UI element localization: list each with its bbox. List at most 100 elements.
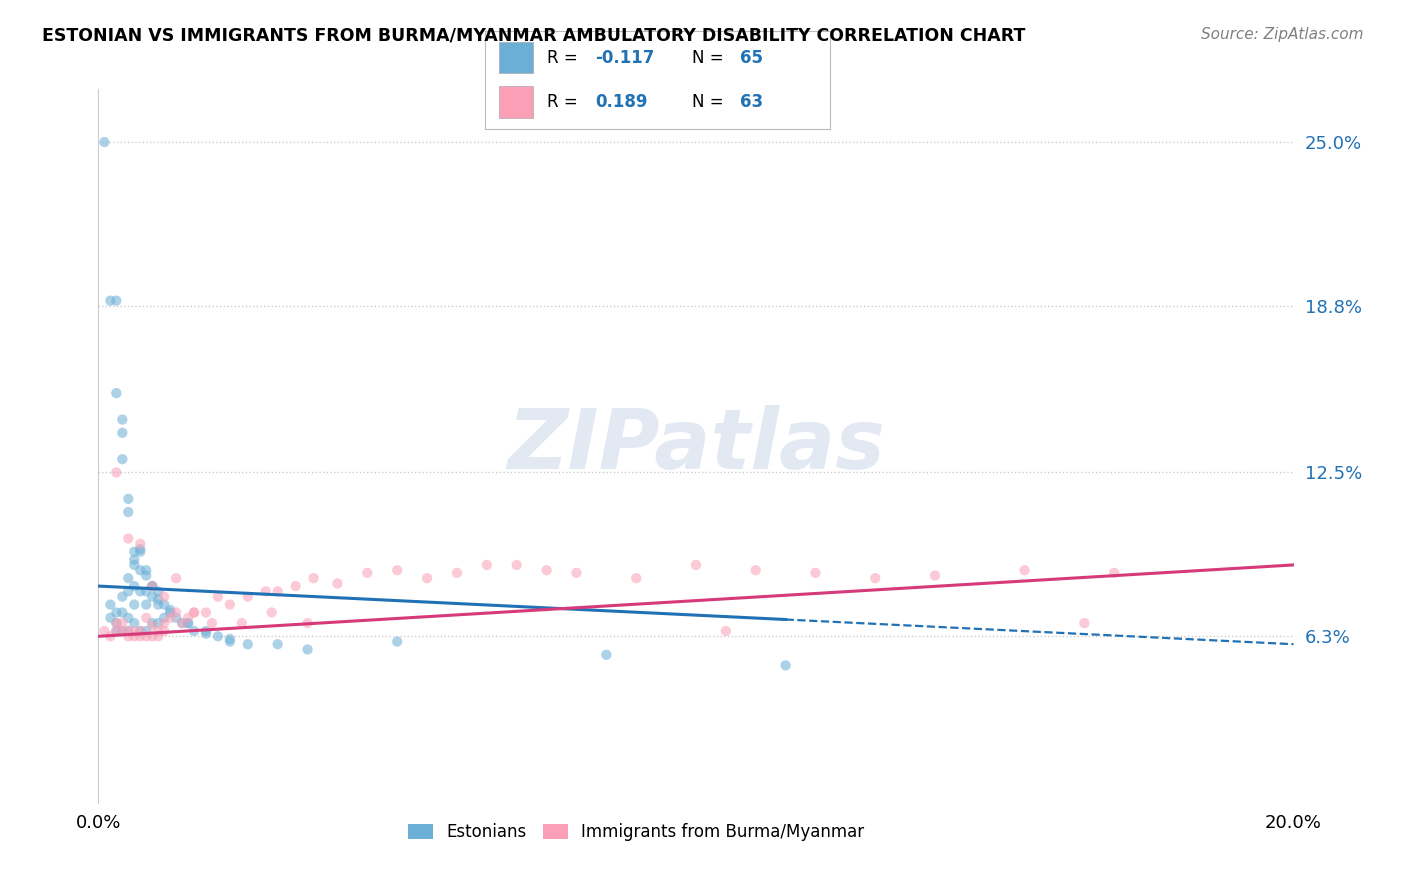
Point <box>117 584 139 599</box>
Point <box>135 629 157 643</box>
Point <box>685 558 707 572</box>
Point <box>172 616 194 631</box>
Point <box>804 566 827 580</box>
Point <box>117 571 139 585</box>
Point <box>129 537 152 551</box>
Point <box>135 563 157 577</box>
Point <box>865 571 887 585</box>
Point <box>105 624 128 638</box>
Point <box>135 624 157 638</box>
Text: ZIPatlas: ZIPatlas <box>508 406 884 486</box>
Point <box>111 624 134 638</box>
Point <box>111 606 134 620</box>
Point <box>159 606 181 620</box>
Point <box>745 563 768 577</box>
Text: 63: 63 <box>740 93 763 111</box>
Legend: Estonians, Immigrants from Burma/Myanmar: Estonians, Immigrants from Burma/Myanmar <box>401 817 872 848</box>
Point <box>117 505 139 519</box>
Point <box>385 634 409 648</box>
Point <box>135 584 157 599</box>
Point <box>565 566 588 580</box>
Point <box>111 616 134 631</box>
Point <box>159 603 181 617</box>
Point <box>124 616 146 631</box>
Point <box>195 606 218 620</box>
Point <box>98 598 122 612</box>
Bar <box>499 87 533 118</box>
Point <box>117 491 139 506</box>
Point <box>267 584 290 599</box>
Point <box>236 590 259 604</box>
Text: 0.189: 0.189 <box>595 93 648 111</box>
Text: R =: R = <box>547 93 583 111</box>
Point <box>165 606 187 620</box>
Point <box>141 590 163 604</box>
Point <box>385 563 409 577</box>
Point <box>153 611 176 625</box>
Point <box>111 624 134 638</box>
Point <box>141 579 163 593</box>
Point <box>183 606 205 620</box>
Point <box>297 642 319 657</box>
Point <box>135 568 157 582</box>
Point <box>105 616 128 631</box>
Point <box>231 616 253 631</box>
Point <box>475 558 498 572</box>
Point <box>129 629 152 643</box>
Point <box>98 611 122 625</box>
Point <box>117 624 139 638</box>
Point <box>626 571 648 585</box>
Point <box>129 563 152 577</box>
Point <box>172 616 194 631</box>
Point <box>924 568 946 582</box>
Point <box>1104 566 1126 580</box>
Point <box>195 624 218 638</box>
Text: -0.117: -0.117 <box>595 49 655 67</box>
Point <box>153 624 176 638</box>
Point <box>105 386 128 401</box>
Point <box>98 293 122 308</box>
Text: 65: 65 <box>740 49 763 67</box>
Point <box>183 624 205 638</box>
Point <box>105 606 128 620</box>
Point <box>141 579 163 593</box>
Point <box>105 616 128 631</box>
Point <box>105 624 128 638</box>
Point <box>297 616 319 631</box>
Point <box>111 412 134 426</box>
Text: N =: N = <box>692 49 728 67</box>
Point <box>129 624 152 638</box>
Point <box>148 592 170 607</box>
Point <box>1014 563 1036 577</box>
Point <box>124 579 146 593</box>
Point <box>117 532 139 546</box>
Point <box>506 558 529 572</box>
Point <box>536 563 558 577</box>
Point <box>219 634 242 648</box>
Point <box>326 576 349 591</box>
Point <box>141 616 163 631</box>
Point <box>236 637 259 651</box>
Point <box>111 425 134 440</box>
Text: R =: R = <box>547 49 583 67</box>
Text: ESTONIAN VS IMMIGRANTS FROM BURMA/MYANMAR AMBULATORY DISABILITY CORRELATION CHAR: ESTONIAN VS IMMIGRANTS FROM BURMA/MYANMA… <box>42 27 1025 45</box>
Point <box>267 637 290 651</box>
Point <box>148 629 170 643</box>
Point <box>135 598 157 612</box>
Point <box>93 135 115 149</box>
Point <box>775 658 797 673</box>
Point <box>207 629 229 643</box>
Point <box>124 545 146 559</box>
Point <box>153 590 176 604</box>
Point <box>135 611 157 625</box>
Point <box>177 611 200 625</box>
Point <box>207 590 229 604</box>
Point <box>153 616 176 631</box>
Point <box>117 629 139 643</box>
Point <box>129 624 152 638</box>
Point <box>219 632 242 646</box>
Point <box>183 606 205 620</box>
Point <box>177 616 200 631</box>
Point <box>105 293 128 308</box>
Point <box>124 558 146 572</box>
